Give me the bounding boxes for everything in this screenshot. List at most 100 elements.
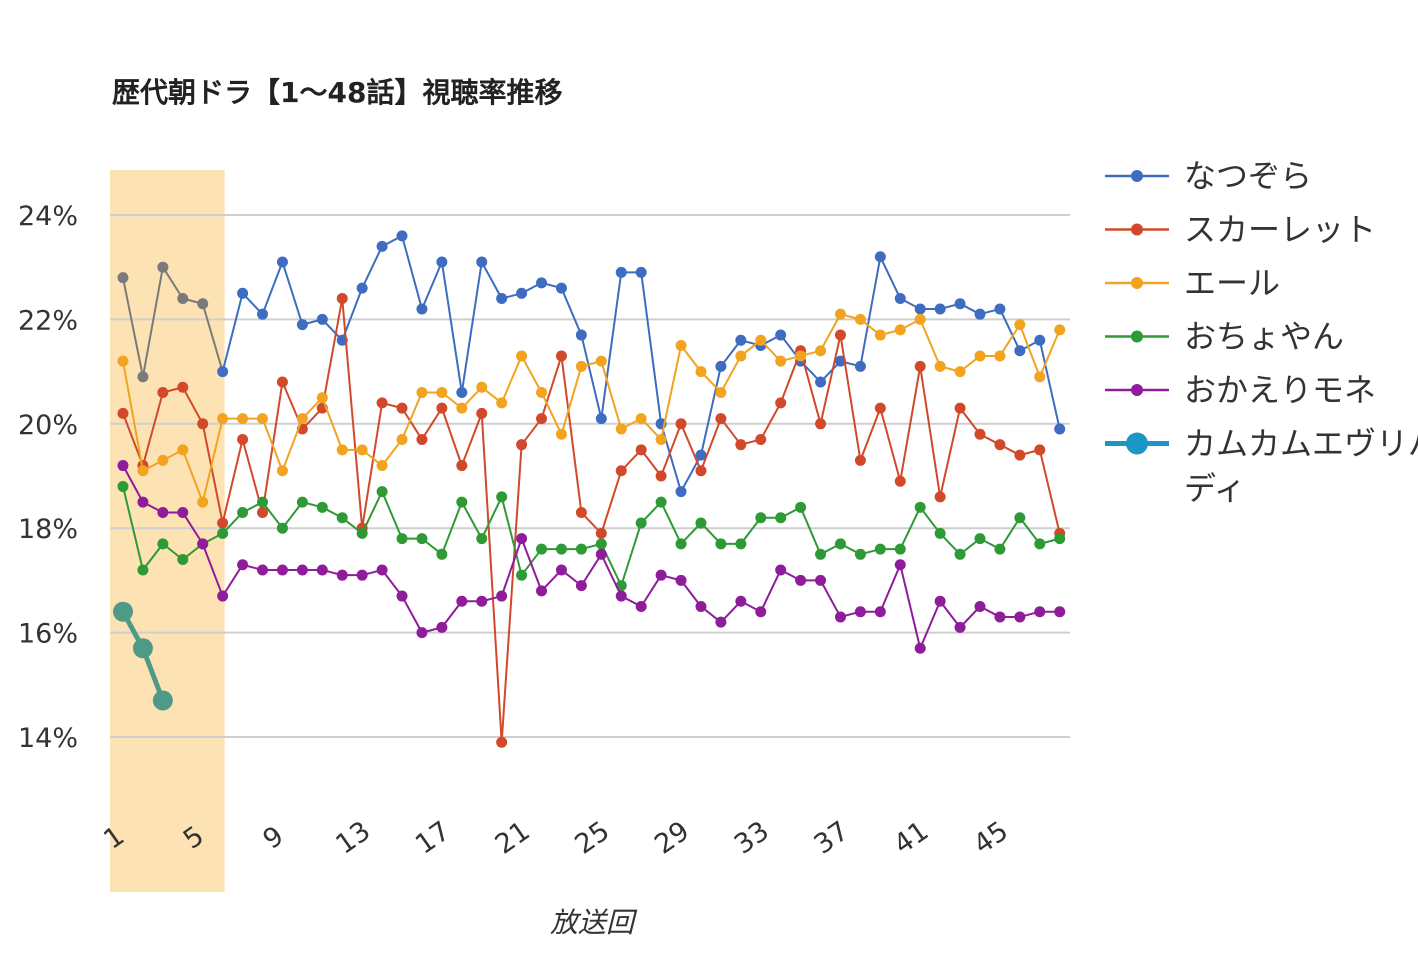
- series-layer: [113, 230, 1066, 748]
- legend-marker: [1131, 277, 1143, 289]
- data-point: [396, 590, 408, 602]
- data-point: [132, 638, 153, 659]
- series-line-segment: [540, 391, 563, 436]
- data-point: [994, 303, 1006, 315]
- series-line-segment: [680, 422, 702, 472]
- series-line-segment: [122, 485, 144, 571]
- data-point: [815, 574, 827, 586]
- series-line-segment: [321, 396, 344, 451]
- data-point: [994, 350, 1006, 362]
- y-tick-label: 14%: [18, 723, 78, 754]
- x-tick-label: 37: [809, 815, 855, 860]
- series-line-segment: [201, 417, 224, 504]
- data-point: [516, 569, 528, 581]
- data-point: [113, 601, 133, 622]
- data-point: [416, 627, 428, 639]
- series-line-segment: [381, 490, 404, 540]
- data-point: [575, 360, 587, 372]
- data-point: [755, 433, 767, 445]
- series-line-segment: [440, 260, 463, 394]
- data-point: [237, 287, 249, 299]
- series-line-segment: [500, 443, 523, 744]
- data-point: [635, 266, 647, 278]
- series-line-segment: [879, 255, 902, 300]
- series-line-segment: [261, 417, 284, 472]
- series-line-segment: [759, 568, 782, 613]
- series-line-segment: [401, 407, 423, 441]
- data-point: [217, 413, 229, 425]
- series-line-segment: [500, 537, 523, 598]
- data-point: [137, 564, 149, 576]
- series-line-segment: [560, 287, 583, 337]
- x-tick-label: 29: [649, 815, 695, 860]
- data-point: [934, 491, 946, 503]
- data-point: [516, 350, 528, 362]
- data-point: [276, 376, 288, 388]
- data-point: [237, 413, 249, 425]
- series-line-segment: [520, 354, 543, 394]
- data-point: [436, 621, 448, 633]
- data-point: [157, 454, 169, 466]
- data-point: [575, 507, 587, 519]
- data-point: [476, 256, 488, 268]
- x-tick-label: 33: [729, 815, 775, 860]
- series-line-segment: [799, 349, 822, 425]
- series-line-segment: [341, 297, 364, 530]
- data-point: [615, 423, 627, 435]
- data-point: [555, 350, 567, 362]
- series-3: [117, 308, 1066, 508]
- data-point: [456, 402, 468, 414]
- data-point: [177, 381, 189, 393]
- data-point: [854, 313, 866, 325]
- data-point: [555, 564, 567, 576]
- data-point: [296, 564, 308, 576]
- data-point: [237, 559, 249, 571]
- series-line-segment: [660, 422, 683, 477]
- legend-label: スカーレット: [1184, 211, 1376, 249]
- data-point: [715, 616, 727, 628]
- data-point: [276, 256, 288, 268]
- data-point: [197, 418, 209, 430]
- data-point: [974, 428, 986, 440]
- series-line-segment: [361, 490, 384, 535]
- data-point: [974, 308, 986, 320]
- series-line-segment: [1038, 339, 1061, 431]
- data-point: [157, 538, 169, 550]
- series-line-segment: [919, 365, 942, 498]
- data-point: [257, 564, 269, 576]
- data-point: [1054, 423, 1066, 435]
- series-line-segment: [839, 334, 862, 462]
- series-line-segment: [361, 245, 384, 290]
- legend-item: おかえりモネ: [1105, 371, 1376, 409]
- data-point: [815, 548, 827, 560]
- data-point: [595, 355, 607, 367]
- series-line-segment: [201, 422, 224, 524]
- series-line-segment: [480, 412, 503, 744]
- series-line-segment: [141, 266, 164, 378]
- data-point: [894, 324, 906, 336]
- data-point: [356, 444, 368, 456]
- data-point: [914, 642, 926, 654]
- data-point: [575, 580, 587, 592]
- series-line-segment: [181, 511, 204, 545]
- data-point: [974, 601, 986, 612]
- data-point: [635, 601, 647, 612]
- data-point: [456, 595, 468, 607]
- series-line-segment: [859, 255, 882, 368]
- data-point: [954, 548, 966, 560]
- series-6: [113, 601, 173, 711]
- data-point: [615, 266, 627, 278]
- data-point: [934, 360, 946, 372]
- series-line-segment: [321, 297, 344, 410]
- series-line-segment: [122, 360, 144, 472]
- data-point: [914, 313, 926, 325]
- x-tick-label: 25: [569, 815, 615, 860]
- series-line-segment: [1038, 328, 1061, 378]
- series-line-segment: [600, 553, 623, 598]
- series-line-segment: [500, 495, 523, 577]
- data-point: [854, 548, 866, 560]
- series-line-segment: [201, 302, 224, 373]
- data-point: [735, 350, 747, 362]
- data-point: [894, 559, 906, 571]
- data-point: [695, 449, 707, 461]
